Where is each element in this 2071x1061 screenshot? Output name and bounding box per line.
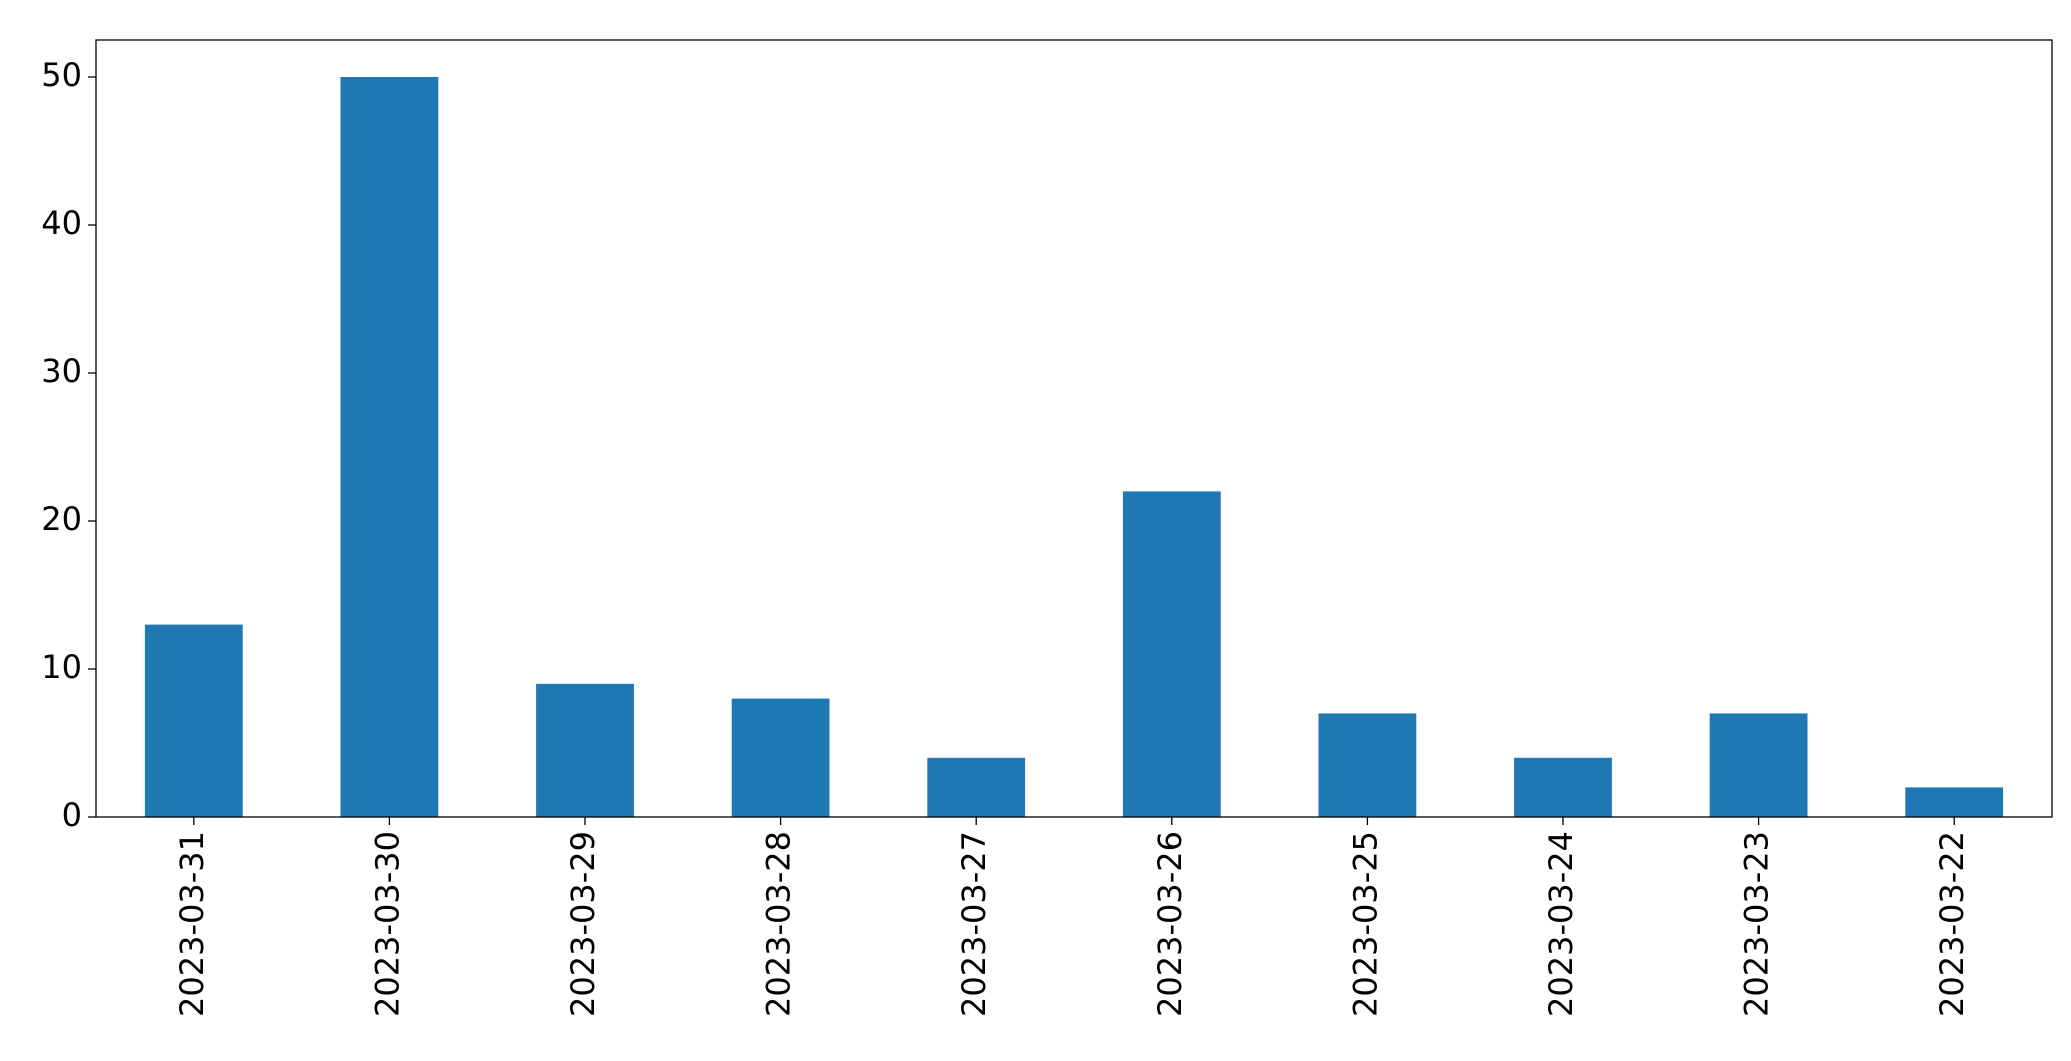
y-tick-label: 20 [41,500,82,538]
x-tick-label: 2023-03-22 [1933,831,1971,1017]
x-tick-label: 2023-03-25 [1346,831,1384,1017]
y-tick-label: 30 [41,352,82,390]
bar [1709,713,1808,817]
bar [1122,491,1221,817]
plot-frame [95,39,2053,818]
x-tick-label: 2023-03-26 [1151,831,1189,1017]
bar [731,698,830,817]
bar [927,757,1026,817]
x-tick-label: 2023-03-27 [955,831,993,1017]
bar [340,77,439,817]
x-tick-label: 2023-03-30 [368,831,406,1017]
bar [1514,757,1612,817]
x-tick-label: 2023-03-28 [760,831,798,1017]
bar [536,683,634,817]
x-tick-label: 2023-03-24 [1542,831,1580,1017]
y-tick-label: 10 [41,648,82,686]
bar [1905,787,2004,817]
x-tick-label: 2023-03-29 [564,831,602,1017]
y-tick-label: 50 [41,56,82,94]
bar [1318,713,1417,817]
y-tick-label: 40 [41,204,82,242]
bar [144,624,243,817]
x-tick-label: 2023-03-31 [173,831,211,1017]
y-tick-label: 0 [62,796,82,834]
x-tick-label: 2023-03-23 [1738,831,1776,1017]
